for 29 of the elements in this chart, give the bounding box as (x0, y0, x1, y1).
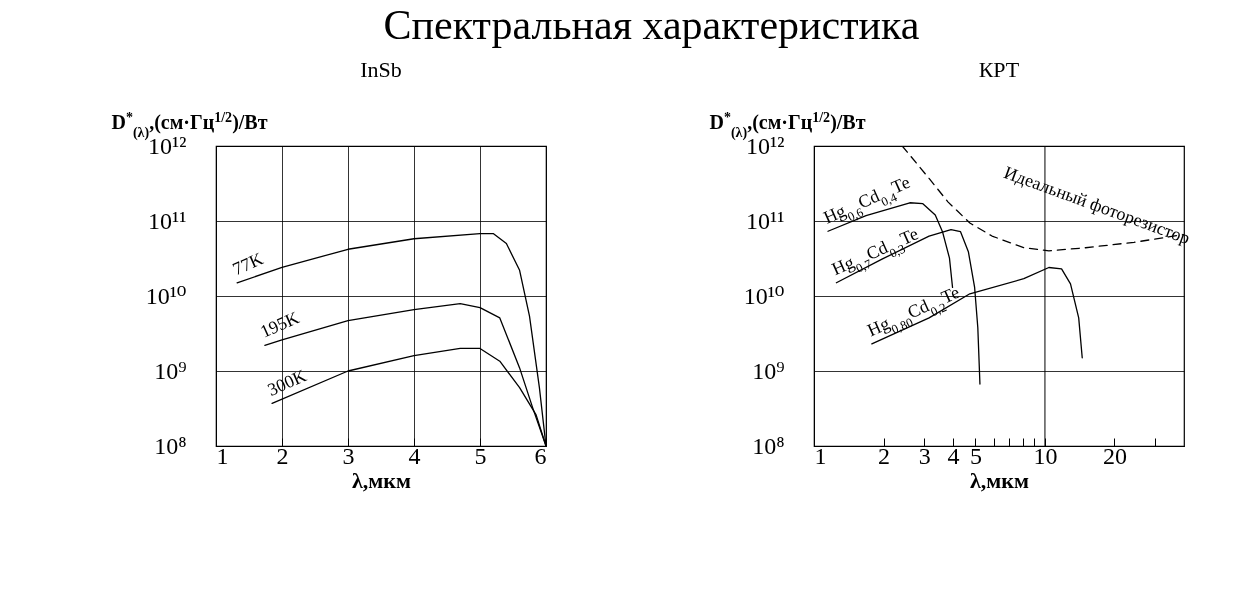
x-tick-label: 10 (1033, 442, 1058, 469)
x-tick-label: 2 (276, 442, 289, 469)
text: Спектральная характеристика (383, 2, 920, 49)
y-tick-label: 10⁸ (752, 432, 785, 459)
x-tick-label: 5 (474, 442, 487, 469)
x-tick-label: 3 (918, 442, 931, 469)
y-tick-label: 10¹⁰ (145, 282, 187, 309)
text: 195K (257, 307, 302, 342)
y-tick-label: 10⁸ (154, 432, 187, 459)
x-tick-label: 4 (408, 442, 421, 469)
y-tick-label: 10⁹ (752, 357, 785, 384)
chart-subtitle: КРТ (978, 57, 1020, 82)
x-axis-title: λ,мкм (970, 467, 1029, 493)
x-tick-label: 3 (342, 442, 355, 469)
chart-subtitle: InSb (360, 57, 402, 82)
text: 77K (229, 248, 267, 280)
x-tick-label: 6 (534, 442, 547, 469)
x-tick-label: 4 (947, 442, 960, 469)
x-tick-label: 2 (878, 442, 891, 469)
y-tick-label: 10¹⁰ (743, 282, 785, 309)
x-axis-title: λ,мкм (352, 467, 411, 493)
y-tick-label: 10⁹ (154, 357, 187, 384)
x-tick-label: 1 (216, 442, 229, 469)
text: 300K (264, 365, 310, 400)
y-tick-label: 10¹¹ (746, 207, 785, 234)
x-tick-label: 20 (1102, 442, 1127, 469)
x-tick-label: 5 (969, 442, 982, 469)
x-tick-label: 1 (814, 442, 827, 469)
y-tick-label: 10¹¹ (148, 207, 187, 234)
